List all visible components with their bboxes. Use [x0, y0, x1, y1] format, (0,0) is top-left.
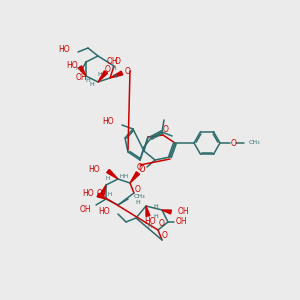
Text: H: H: [154, 203, 158, 208]
Text: O: O: [162, 230, 168, 239]
Text: HO: HO: [88, 164, 100, 173]
Text: HO: HO: [102, 118, 114, 127]
Text: O: O: [163, 125, 169, 134]
Text: HO: HO: [66, 61, 78, 70]
Text: H: H: [106, 176, 110, 181]
Polygon shape: [130, 172, 140, 183]
Text: H: H: [124, 175, 128, 179]
Text: O: O: [137, 163, 143, 172]
Text: HO: HO: [58, 46, 70, 55]
Text: OH: OH: [80, 205, 91, 214]
Text: O: O: [159, 220, 165, 229]
Text: H: H: [148, 224, 152, 229]
Text: OH: OH: [106, 58, 118, 67]
Text: HO: HO: [144, 218, 156, 226]
Text: O: O: [139, 166, 145, 175]
Text: HO: HO: [82, 188, 94, 197]
Text: H: H: [90, 82, 94, 86]
Polygon shape: [162, 210, 171, 214]
Text: O: O: [231, 139, 237, 148]
Polygon shape: [146, 206, 150, 216]
Text: OH: OH: [178, 206, 190, 215]
Text: O: O: [115, 56, 121, 65]
Polygon shape: [100, 185, 106, 196]
Text: H: H: [108, 193, 112, 197]
Text: O: O: [135, 184, 141, 194]
Text: H: H: [76, 65, 80, 70]
Text: HO: HO: [98, 208, 110, 217]
Text: H: H: [85, 77, 90, 83]
Text: OH: OH: [176, 218, 188, 226]
Text: O: O: [125, 67, 131, 76]
Text: CH₃: CH₃: [134, 194, 146, 200]
Text: CH₃: CH₃: [249, 140, 261, 146]
Text: H: H: [154, 214, 158, 218]
Polygon shape: [78, 66, 86, 76]
Polygon shape: [110, 71, 123, 78]
Polygon shape: [107, 169, 118, 179]
Text: O: O: [97, 188, 103, 197]
Text: OH: OH: [75, 73, 87, 82]
Polygon shape: [97, 193, 106, 199]
Text: O: O: [105, 65, 111, 74]
Text: H: H: [98, 71, 102, 76]
Text: H: H: [112, 65, 116, 70]
Polygon shape: [98, 71, 108, 82]
Text: H: H: [136, 200, 140, 205]
Text: H: H: [120, 175, 124, 179]
Text: H: H: [112, 74, 117, 79]
